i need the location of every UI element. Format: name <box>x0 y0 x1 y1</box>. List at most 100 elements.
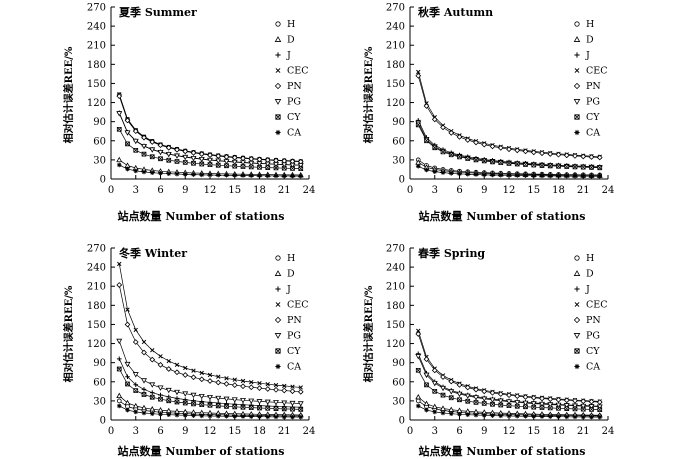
data-point-J <box>116 356 122 362</box>
data-point-CY <box>141 151 147 157</box>
data-point-CA <box>457 171 462 177</box>
data-point-CA <box>166 412 172 418</box>
y-tick-label: 150 <box>386 320 405 331</box>
data-point-CY <box>514 161 520 167</box>
data-point-PG <box>415 354 422 360</box>
data-point-CY <box>597 165 603 171</box>
data-point-CA <box>240 414 246 419</box>
data-point-PG <box>240 398 246 404</box>
data-point-CEC <box>224 376 229 381</box>
data-point-PN <box>431 116 438 123</box>
legend-label-H: H <box>586 19 594 30</box>
x-tick-label: 0 <box>407 185 413 196</box>
data-point-CY <box>232 404 238 410</box>
data-point-CY <box>424 138 429 144</box>
data-point-CY <box>215 162 221 168</box>
data-point-PG <box>182 391 189 397</box>
x-tick-label: 21 <box>278 185 291 196</box>
data-point-CY <box>116 126 122 132</box>
data-point-CEC <box>216 374 221 379</box>
x-tick-label: 3 <box>133 185 139 196</box>
data-point-CEC <box>240 378 246 384</box>
data-point-CY <box>506 403 512 409</box>
data-point-PG <box>563 403 570 409</box>
y-tick-label: 150 <box>87 320 106 331</box>
data-point-PN <box>481 141 488 148</box>
y-tick-label: 180 <box>87 60 106 71</box>
data-point-CY <box>265 405 271 411</box>
x-tick-label: 24 <box>303 185 316 196</box>
data-point-CEC <box>282 383 287 389</box>
data-point-CY <box>149 394 155 400</box>
legend-label-CY: CY <box>287 112 301 123</box>
y-tick-label: 180 <box>386 301 405 312</box>
data-point-CY <box>240 404 246 410</box>
data-point-CY <box>232 163 238 169</box>
data-point-CY <box>473 157 479 163</box>
data-point-CY <box>448 152 454 158</box>
data-point-CA <box>215 172 221 178</box>
data-point-PG <box>530 401 537 407</box>
data-point-CEC <box>183 365 188 371</box>
legend-marker-CA <box>275 363 281 370</box>
data-point-PN <box>448 129 455 136</box>
data-point-CY <box>174 399 180 405</box>
data-point-CA <box>490 172 495 178</box>
data-point-CEC <box>125 307 130 312</box>
data-point-CA <box>547 414 553 419</box>
data-point-PG <box>514 400 521 406</box>
data-point-CEC <box>298 385 303 390</box>
data-point-PN <box>456 382 463 388</box>
series-CA <box>415 163 603 179</box>
x-tick-label: 24 <box>602 426 615 437</box>
data-point-PG <box>281 400 288 406</box>
data-point-PN <box>464 137 471 143</box>
data-point-CY <box>116 366 122 372</box>
series-line-PN <box>417 75 600 158</box>
data-point-CEC <box>166 358 171 364</box>
data-point-PG <box>497 398 504 404</box>
data-point-CA <box>174 171 180 177</box>
legend-marker-D <box>573 270 581 276</box>
legend-label-CEC: CEC <box>287 66 308 77</box>
data-point-CY <box>215 403 221 409</box>
data-point-PG <box>149 382 156 388</box>
data-point-CY <box>174 159 180 164</box>
data-point-CY <box>257 164 262 170</box>
data-point-CA <box>531 173 537 179</box>
data-point-CA <box>448 411 454 417</box>
data-point-CY <box>457 154 462 160</box>
data-point-PN <box>481 388 488 395</box>
data-point-PN <box>440 124 446 131</box>
data-point-PN <box>506 146 512 153</box>
data-point-CY <box>597 407 603 412</box>
data-point-CA <box>215 413 221 419</box>
data-point-PG <box>215 158 222 164</box>
data-point-PG <box>456 391 463 398</box>
x-tick-label: 9 <box>481 185 487 196</box>
data-point-PN <box>281 387 288 394</box>
legend-marker-PG <box>274 99 282 105</box>
data-point-CY <box>498 160 504 166</box>
data-point-CY <box>240 164 246 169</box>
data-point-CA <box>506 413 512 419</box>
data-point-CA <box>174 412 180 418</box>
data-point-CY <box>523 404 528 410</box>
data-point-CY <box>166 398 172 404</box>
data-point-CY <box>572 406 578 412</box>
data-point-PG <box>124 130 131 136</box>
data-point-CA <box>207 172 213 178</box>
data-point-PN <box>157 361 164 368</box>
data-point-PG <box>264 399 271 406</box>
data-point-CY <box>298 407 304 412</box>
data-point-CA <box>432 169 438 174</box>
data-point-PN <box>530 394 537 401</box>
series-CA <box>116 403 304 420</box>
data-point-CA <box>290 414 295 420</box>
y-tick-label: 120 <box>87 98 106 109</box>
legend-marker-PN <box>573 316 581 324</box>
data-point-CY <box>415 367 421 373</box>
data-point-PN <box>165 144 172 151</box>
y-tick-label: 60 <box>93 377 106 388</box>
legend-label-PN: PN <box>287 315 302 326</box>
